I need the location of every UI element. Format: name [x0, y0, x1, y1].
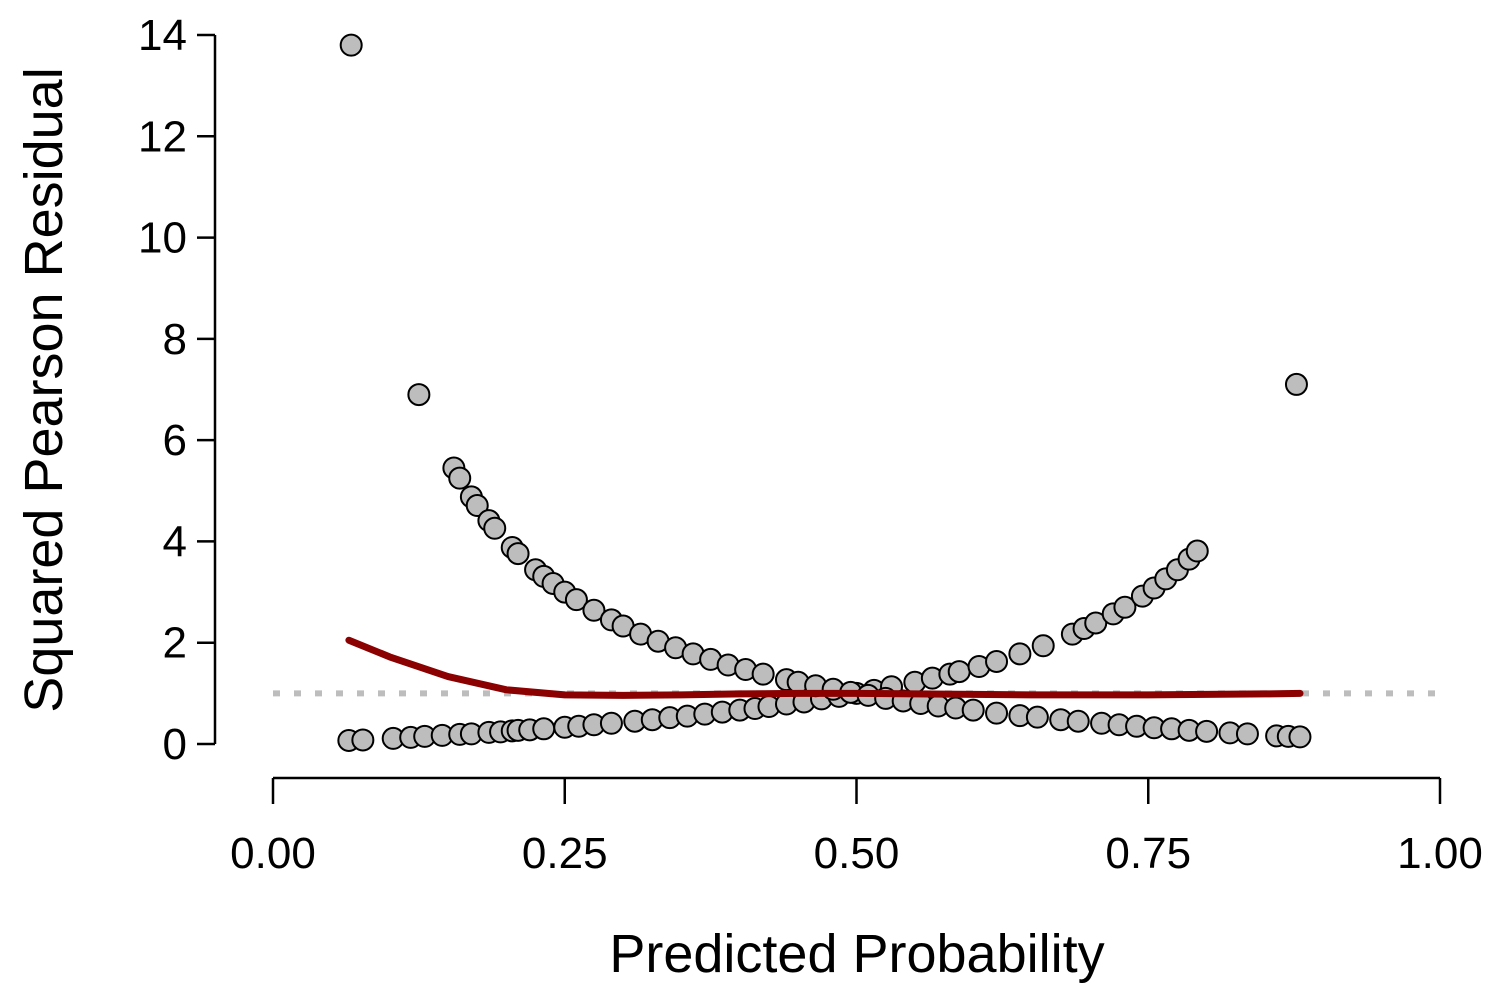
- data-point: [947, 660, 971, 684]
- data-point: [1025, 705, 1049, 729]
- y-tick-label: 6: [163, 416, 187, 465]
- data-point: [985, 649, 1009, 673]
- data-point: [351, 728, 375, 752]
- y-axis-title: Squared Pearson Residual: [14, 67, 74, 712]
- data-point: [1066, 709, 1090, 733]
- y-tick-label: 14: [138, 11, 187, 60]
- data-point: [1008, 642, 1032, 666]
- x-tick-label: 0.25: [522, 829, 608, 878]
- data-point: [564, 588, 588, 612]
- x-axis: 0.00 0.25 0.50 0.75 1.00: [230, 776, 1483, 878]
- x-tick-label: 0.50: [814, 829, 900, 878]
- data-point: [1284, 372, 1308, 396]
- data-point: [532, 717, 556, 741]
- y-tick-label: 4: [163, 517, 187, 566]
- y-tick-label: 12: [138, 112, 187, 161]
- data-point: [1185, 539, 1209, 563]
- data-point: [1031, 634, 1055, 658]
- data-point: [1195, 719, 1219, 743]
- y-axis: 0 2 4 6 8 10 12 14: [138, 11, 217, 769]
- data-point: [483, 516, 507, 540]
- smooth-fit-line: [345, 636, 1304, 699]
- y-tick-label: 0: [163, 720, 187, 769]
- x-tick-label: 0.00: [230, 829, 316, 878]
- data-point: [985, 701, 1009, 725]
- y-tick-label: 8: [163, 315, 187, 364]
- data-point: [599, 711, 623, 735]
- smooth-curve-layer: [345, 636, 1304, 699]
- data-point: [751, 662, 775, 686]
- data-point: [961, 698, 985, 722]
- x-axis-title: Predicted Probability: [609, 924, 1104, 984]
- data-point: [506, 542, 530, 566]
- data-point: [1235, 722, 1259, 746]
- x-tick-label: 1.00: [1397, 829, 1483, 878]
- x-tick-label: 0.75: [1105, 829, 1191, 878]
- points-layer: [337, 33, 1312, 752]
- data-point: [582, 598, 606, 622]
- data-point: [1288, 725, 1312, 749]
- y-tick-label: 10: [138, 214, 187, 263]
- data-point: [465, 493, 489, 517]
- y-tick-label: 2: [163, 619, 187, 668]
- data-point: [1113, 595, 1137, 619]
- data-point: [339, 33, 363, 57]
- data-point: [407, 383, 431, 407]
- data-point: [448, 466, 472, 490]
